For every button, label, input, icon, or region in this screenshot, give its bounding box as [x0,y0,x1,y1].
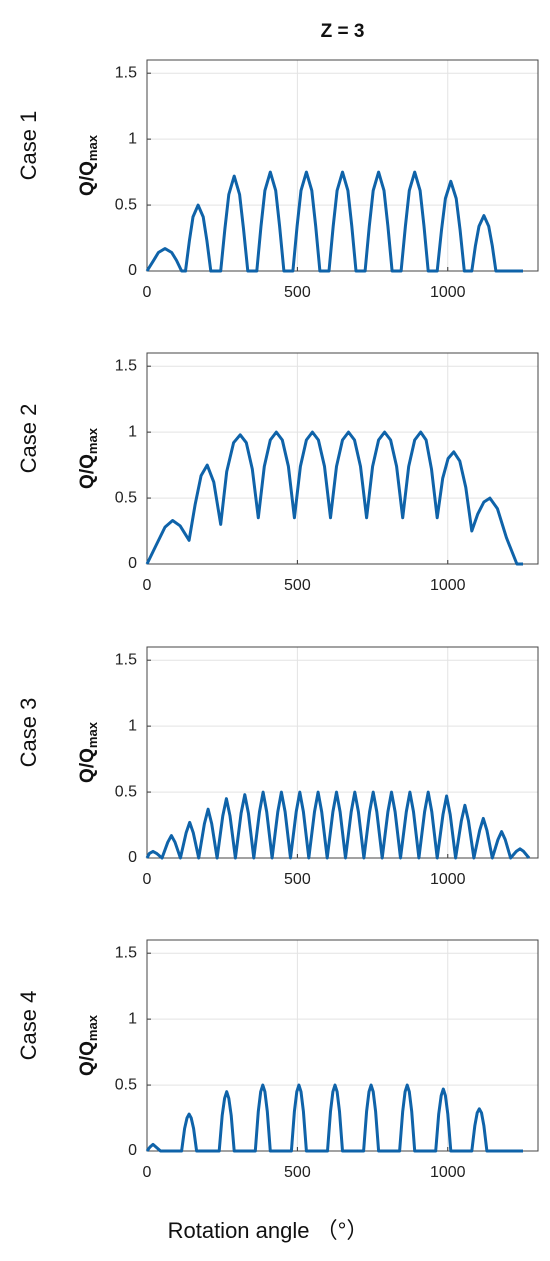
row-label: Case 2 [16,404,41,474]
y-tick-label: 0.5 [115,489,137,506]
row-label: Case 1 [16,111,41,181]
x-tick-label: 0 [143,577,152,594]
y-axis-label-sub: max [85,427,100,454]
x-tick-label: 500 [284,871,311,888]
y-tick-label: 0 [128,1142,137,1159]
data-line [145,430,523,566]
y-tick-label: 0.5 [115,196,137,213]
y-axis-label: Q/Qmax [77,427,100,489]
y-tick-label: 1.5 [115,357,137,374]
y-tick-label: 1.5 [115,651,137,668]
y-axis-label-main: Q/Q [77,161,98,196]
x-tick-label: 500 [284,284,311,301]
y-tick-label: 0.5 [115,783,137,800]
y-axis-label-main: Q/Q [77,748,98,783]
y-axis-label-sub: max [85,134,100,161]
plot-area [147,353,538,564]
plot-area [147,60,538,271]
y-tick-label: 0 [128,849,137,866]
x-tick-label: 1000 [430,871,466,888]
x-tick-label: 500 [284,577,311,594]
y-axis-label-main: Q/Q [77,454,98,489]
data-line [145,790,531,860]
plot-frame [146,352,539,565]
y-tick-label: 0 [128,262,137,279]
plot-area [147,940,538,1151]
x-axis-label: Rotation angle （°） [168,1218,369,1243]
row-label: Case 4 [16,991,41,1061]
y-tick-label: 0 [128,555,137,572]
x-tick-label: 1000 [430,577,466,594]
data-line [145,1083,523,1153]
x-tick-label: 0 [143,871,152,888]
y-tick-label: 1 [128,717,137,734]
x-tick-label: 0 [143,1164,152,1181]
y-tick-label: 1.5 [115,64,137,81]
y-axis-label: Q/Qmax [77,721,100,783]
x-tick-label: 1000 [430,1164,466,1181]
y-axis-label: Q/Qmax [77,134,100,196]
y-tick-label: 1 [128,1010,137,1027]
x-tick-label: 0 [143,284,152,301]
y-axis-label-sub: max [85,721,100,748]
x-tick-label: 500 [284,1164,311,1181]
x-tick-label: 1000 [430,284,466,301]
data-line [145,170,523,273]
y-tick-label: 1.5 [115,944,137,961]
y-axis-label-sub: max [85,1014,100,1041]
y-tick-label: 1 [128,423,137,440]
y-tick-label: 0.5 [115,1076,137,1093]
row-label: Case 3 [16,698,41,768]
y-axis-label: Q/Qmax [77,1014,100,1076]
plot-frame [146,59,539,272]
plot-frame [146,646,539,859]
chart-title: Z = 3 [321,21,365,42]
y-axis-label-main: Q/Q [77,1041,98,1076]
y-tick-label: 1 [128,130,137,147]
